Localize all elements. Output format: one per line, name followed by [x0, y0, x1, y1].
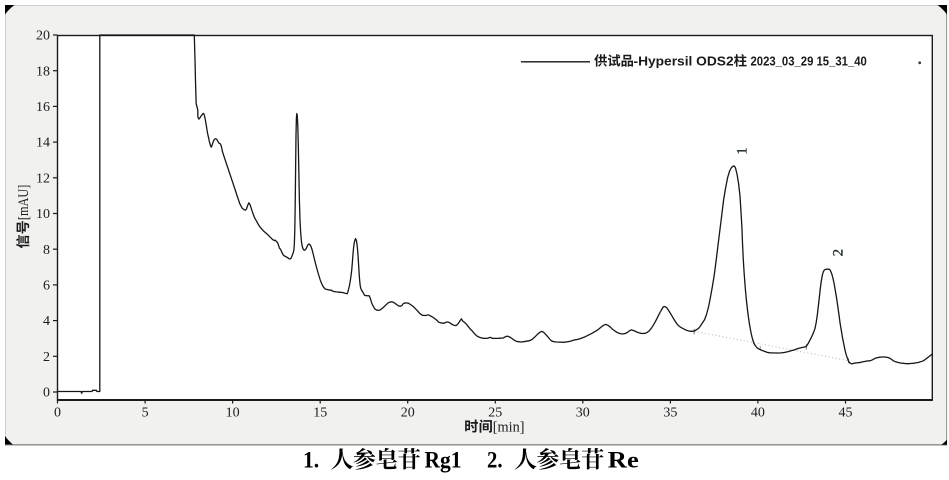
- svg-text:2: 2: [830, 249, 846, 257]
- svg-text:10: 10: [36, 207, 50, 222]
- svg-text:2023_03_29 15_31_40: 2023_03_29 15_31_40: [751, 55, 867, 69]
- svg-text:20: 20: [36, 29, 50, 44]
- svg-text:Re: Re: [608, 448, 639, 473]
- svg-text:12: 12: [36, 171, 50, 186]
- svg-text:5: 5: [142, 406, 149, 421]
- svg-text:0: 0: [43, 386, 50, 401]
- svg-text:Rg1: Rg1: [425, 448, 462, 473]
- svg-text:30: 30: [576, 406, 590, 421]
- svg-text:40: 40: [751, 406, 765, 421]
- svg-text:1.: 1.: [303, 448, 319, 473]
- svg-text:-Hypersil ODS2: -Hypersil ODS2: [634, 55, 734, 69]
- svg-text:18: 18: [36, 64, 50, 79]
- svg-text:2: 2: [43, 350, 50, 365]
- svg-text:0: 0: [54, 406, 61, 421]
- svg-text:8: 8: [43, 243, 50, 258]
- svg-text:[min]: [min]: [493, 420, 525, 436]
- svg-text:14: 14: [36, 136, 50, 151]
- svg-text:15: 15: [313, 406, 327, 421]
- svg-text:2.: 2.: [487, 448, 503, 473]
- svg-text:6: 6: [43, 279, 50, 294]
- svg-text:10: 10: [226, 406, 240, 421]
- svg-text:[mAU]: [mAU]: [16, 185, 32, 220]
- svg-text:35: 35: [663, 406, 677, 421]
- svg-text:16: 16: [36, 100, 50, 115]
- svg-text:1: 1: [734, 147, 750, 155]
- svg-text:4: 4: [43, 314, 50, 329]
- svg-text:25: 25: [488, 406, 502, 421]
- svg-text:20: 20: [401, 406, 415, 421]
- svg-text:45: 45: [839, 406, 853, 421]
